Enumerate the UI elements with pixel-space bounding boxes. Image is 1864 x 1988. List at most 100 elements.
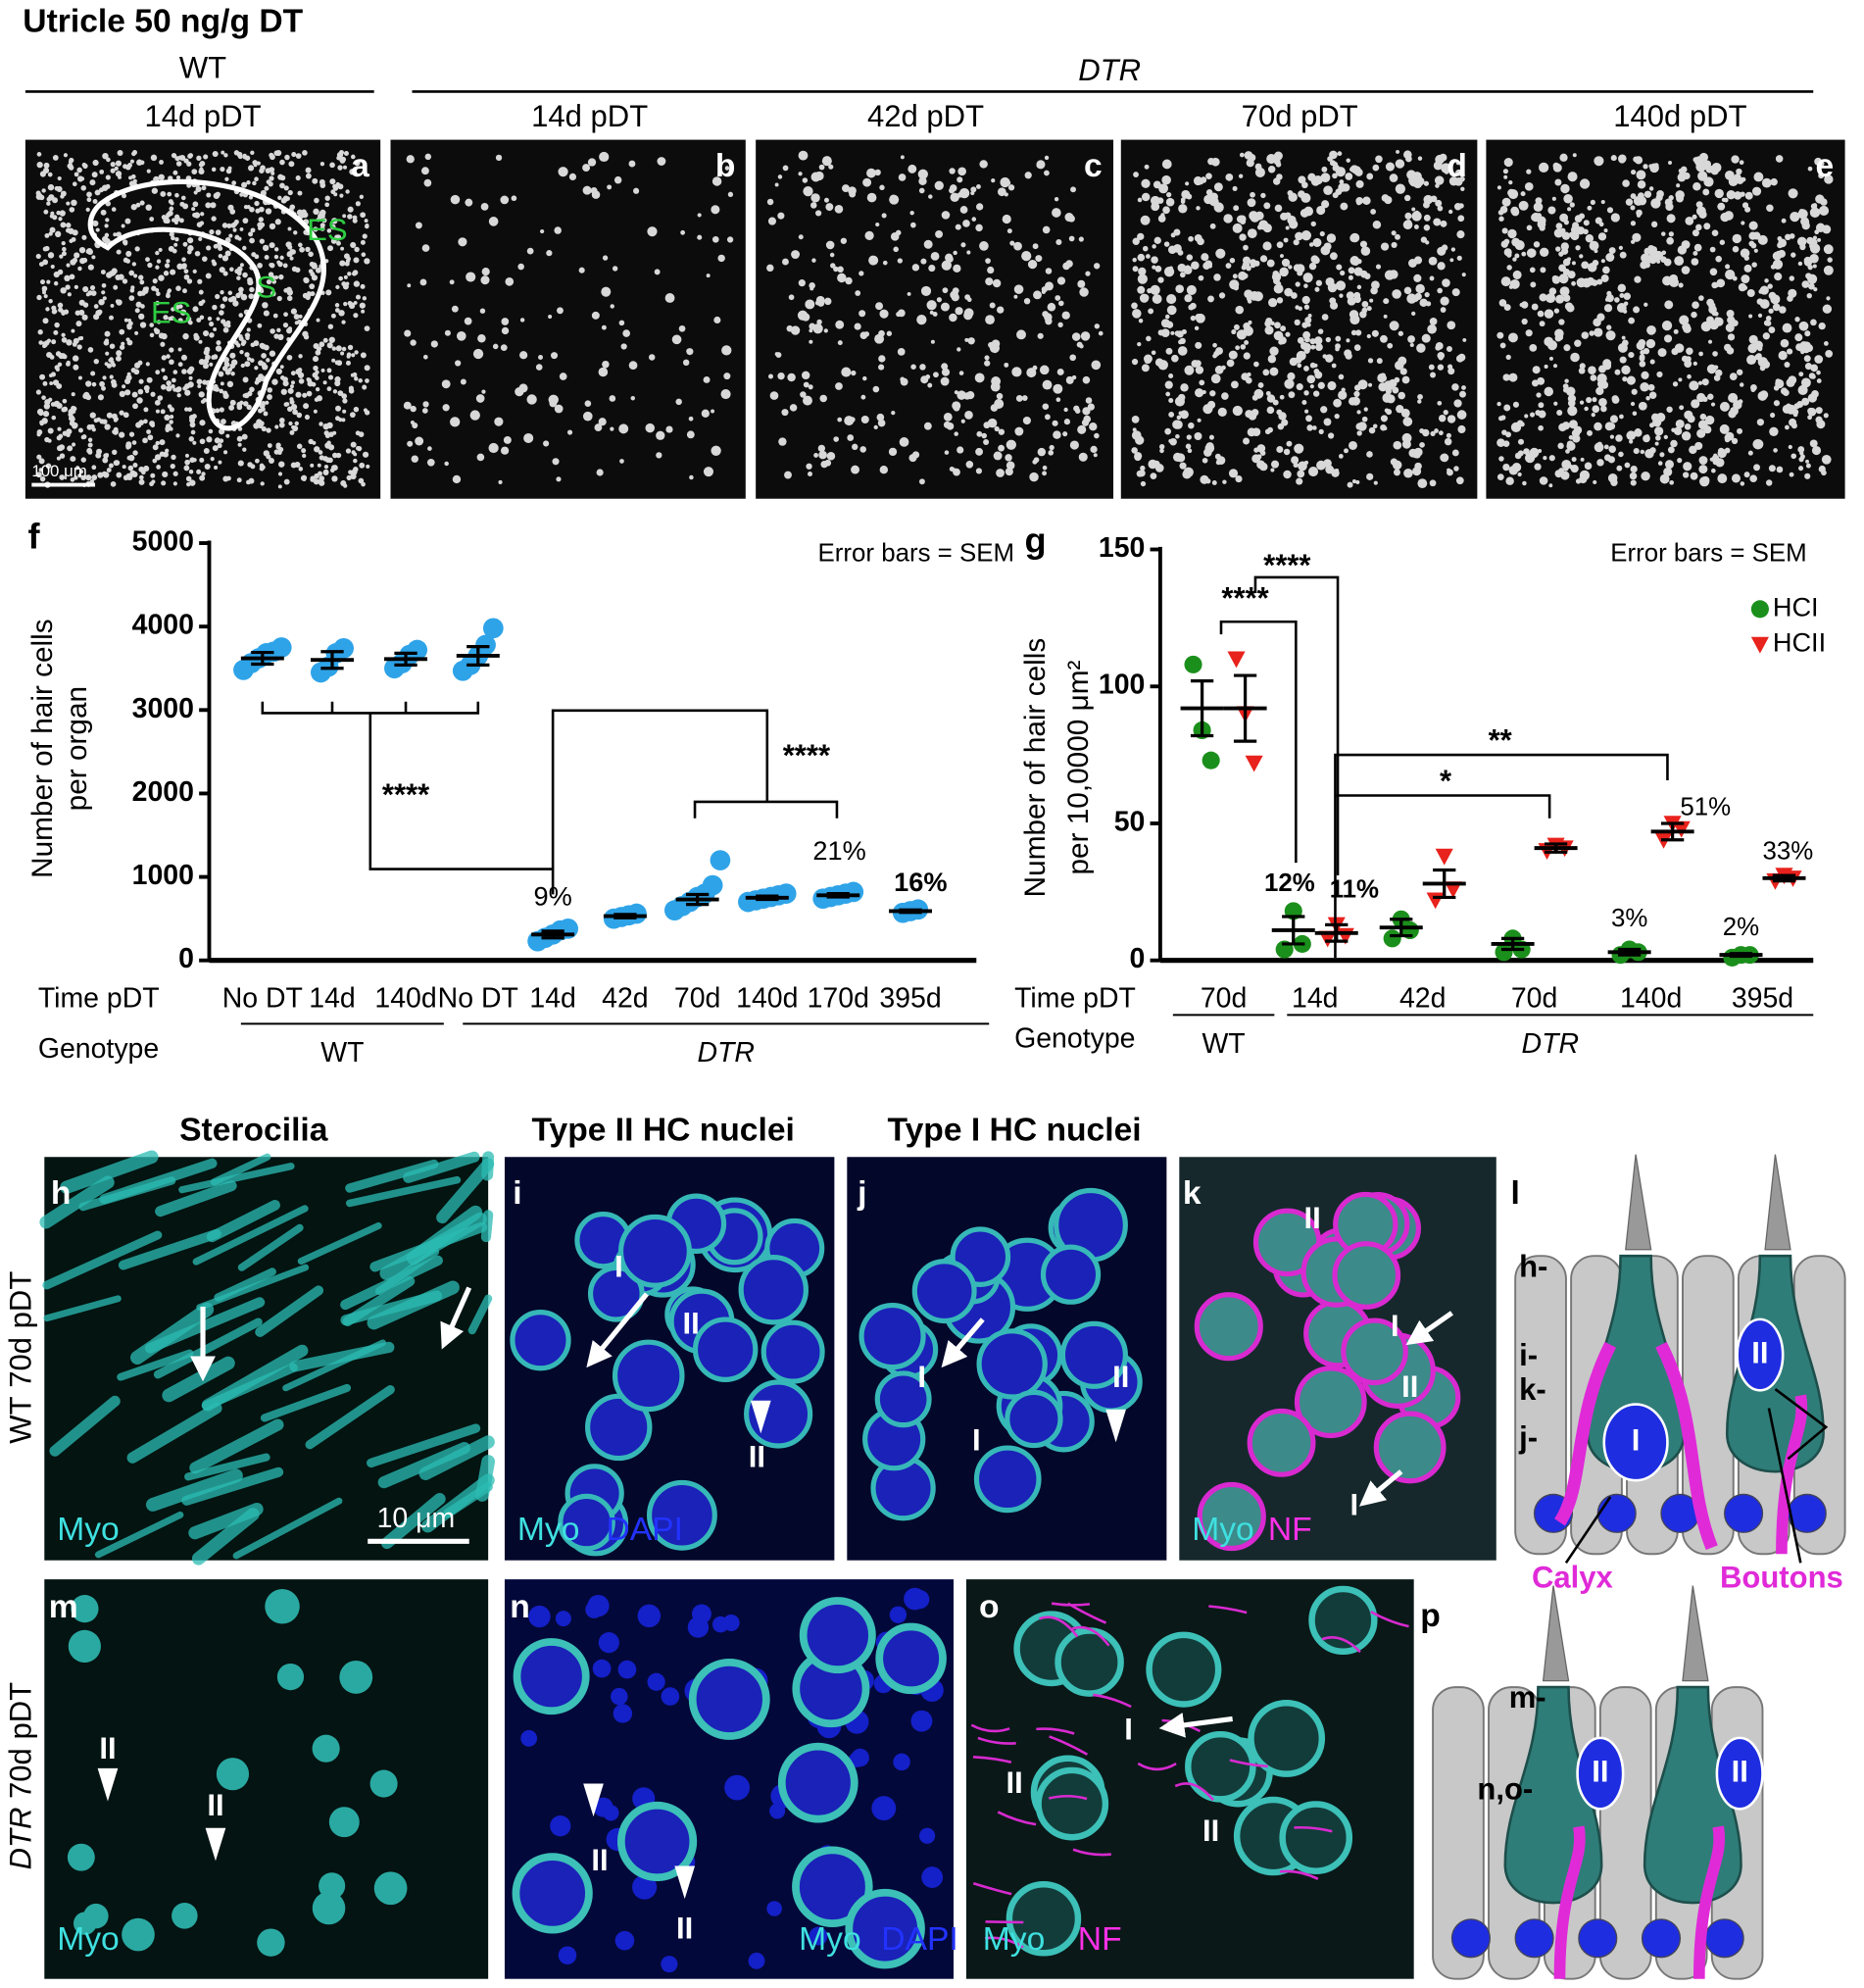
cell bbox=[1533, 202, 1544, 212]
cell bbox=[1370, 208, 1377, 215]
cell bbox=[871, 1796, 897, 1821]
cell bbox=[351, 353, 356, 358]
legend-marker bbox=[1750, 636, 1769, 654]
cell bbox=[1347, 481, 1353, 488]
cell bbox=[689, 474, 694, 480]
cell bbox=[115, 160, 123, 167]
cell bbox=[77, 427, 83, 433]
cell bbox=[104, 330, 111, 337]
cell bbox=[930, 339, 935, 344]
cell bbox=[36, 152, 42, 157]
cell bbox=[1284, 378, 1295, 389]
cell bbox=[875, 302, 884, 311]
cell bbox=[104, 423, 111, 430]
cell bbox=[181, 257, 186, 263]
cell bbox=[1532, 366, 1541, 374]
cell bbox=[360, 239, 366, 245]
cell bbox=[1780, 387, 1789, 395]
cell bbox=[1632, 411, 1638, 417]
cell bbox=[481, 389, 486, 394]
cell bbox=[269, 167, 275, 173]
cell bbox=[801, 371, 810, 380]
cell bbox=[862, 375, 867, 381]
cell bbox=[361, 309, 366, 314]
cell bbox=[1376, 358, 1383, 365]
cell bbox=[1810, 319, 1817, 326]
cell bbox=[1575, 245, 1581, 251]
arrowhead bbox=[1105, 1409, 1126, 1443]
cell bbox=[290, 371, 296, 376]
cell bbox=[1006, 228, 1012, 234]
cell bbox=[911, 264, 920, 272]
cell bbox=[86, 423, 93, 430]
cell bbox=[1165, 391, 1171, 397]
significance: ** bbox=[1489, 722, 1513, 757]
cell bbox=[1544, 309, 1554, 319]
cell bbox=[1243, 437, 1251, 445]
cell bbox=[1233, 284, 1240, 291]
cell bbox=[58, 444, 66, 451]
cell bbox=[1164, 427, 1172, 435]
cell bbox=[286, 406, 293, 413]
cell bbox=[95, 227, 100, 232]
cell bbox=[87, 264, 94, 271]
cell bbox=[1787, 295, 1793, 302]
cell bbox=[1154, 265, 1162, 273]
stereocilia bbox=[367, 1423, 481, 1468]
cell bbox=[1383, 298, 1390, 305]
cell bbox=[93, 358, 99, 365]
cell bbox=[1346, 338, 1350, 343]
cell bbox=[1428, 364, 1435, 371]
cell bbox=[79, 335, 84, 341]
cell bbox=[1070, 186, 1077, 193]
axis-row-label: Time pDT bbox=[38, 982, 160, 1014]
cell bbox=[109, 343, 116, 349]
level-label: j- bbox=[1518, 1420, 1538, 1455]
cell bbox=[1526, 169, 1532, 174]
cell bbox=[1621, 365, 1631, 374]
cell bbox=[1303, 390, 1309, 396]
cell bbox=[550, 1815, 571, 1837]
column-label: 70d pDT bbox=[1242, 99, 1358, 133]
cell bbox=[1808, 373, 1816, 379]
cell bbox=[1256, 460, 1265, 470]
cell bbox=[519, 318, 525, 323]
cell bbox=[1813, 287, 1818, 292]
cell bbox=[93, 418, 99, 423]
cell bbox=[424, 153, 432, 161]
cell bbox=[1453, 466, 1459, 472]
cell bbox=[1499, 342, 1506, 349]
stain-label: DAPI bbox=[606, 1512, 682, 1548]
cell bbox=[1249, 211, 1258, 221]
cell bbox=[212, 150, 219, 158]
cell bbox=[1181, 189, 1191, 199]
neurite bbox=[972, 1881, 1012, 1896]
cell bbox=[147, 262, 153, 269]
cell bbox=[177, 318, 183, 323]
cell bbox=[1748, 240, 1755, 247]
cell bbox=[1138, 318, 1144, 323]
cell bbox=[100, 270, 106, 274]
cell bbox=[1301, 181, 1308, 189]
cell bbox=[156, 259, 162, 264]
cell bbox=[360, 432, 365, 437]
cell bbox=[314, 446, 320, 453]
cell bbox=[1681, 240, 1691, 249]
cell bbox=[1243, 325, 1253, 336]
cell bbox=[41, 188, 46, 193]
cell bbox=[71, 442, 76, 447]
cell bbox=[1759, 285, 1769, 295]
cell bbox=[254, 200, 260, 207]
cell bbox=[71, 417, 75, 422]
cell bbox=[1385, 388, 1392, 395]
cell bbox=[1744, 206, 1751, 213]
cell bbox=[345, 448, 352, 454]
arrow bbox=[1158, 1713, 1233, 1738]
cell bbox=[985, 258, 991, 264]
neurite bbox=[1229, 1759, 1268, 1768]
cell bbox=[338, 149, 345, 156]
cell bbox=[85, 474, 92, 481]
cell bbox=[1280, 254, 1284, 259]
cell bbox=[1197, 1481, 1266, 1552]
